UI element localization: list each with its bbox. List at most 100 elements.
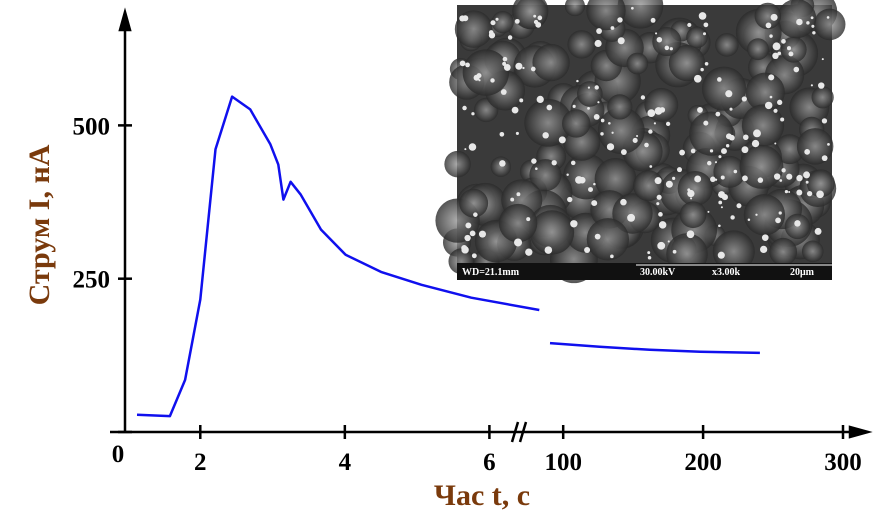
sem-crystal <box>781 168 786 173</box>
sem-crystal <box>686 230 695 239</box>
sem-crystal <box>500 89 507 95</box>
sem-crystal <box>536 95 544 104</box>
sem-crystal <box>465 62 470 68</box>
sem-crystal <box>533 19 539 25</box>
sem-grain <box>677 171 713 207</box>
sem-grain <box>491 11 514 34</box>
sem-grain <box>498 203 538 243</box>
sem-grain <box>490 156 512 177</box>
sem-crystal <box>490 78 495 83</box>
sem-crystal <box>610 26 615 30</box>
sem-crystal <box>591 200 598 207</box>
sem-crystal <box>575 176 583 184</box>
sem-grain <box>780 36 807 63</box>
sem-crystal <box>558 136 566 144</box>
x-axis-title: Час t, c <box>434 479 530 512</box>
sem-crystal <box>588 187 593 193</box>
sem-crystal <box>757 177 764 183</box>
sem-crystal <box>770 13 778 21</box>
sem-crystal <box>473 212 478 217</box>
sem-crystal <box>620 198 627 206</box>
sem-crystal <box>617 17 623 23</box>
sem-crystal <box>471 253 477 259</box>
sem-crystal <box>768 74 775 81</box>
sem-crystal <box>765 22 772 29</box>
sem-crystal <box>676 167 683 173</box>
sem-crystal <box>720 175 725 180</box>
sem-crystal <box>806 190 813 197</box>
sem-crystal <box>821 58 824 61</box>
sem-crystal <box>772 52 779 60</box>
sem-crystal <box>658 221 667 229</box>
sem-crystal <box>707 210 710 213</box>
sem-crystal <box>490 20 496 26</box>
sem-texture <box>435 0 846 284</box>
sem-grain <box>567 30 596 59</box>
sem-grain <box>668 44 706 82</box>
sem-grain <box>529 159 562 192</box>
sem-crystal <box>658 212 663 217</box>
sem-crystal <box>632 137 638 143</box>
sem-crystal <box>594 39 602 48</box>
sem-crystal <box>507 35 513 40</box>
sem-crystal <box>570 220 578 228</box>
sem-crystal <box>721 148 727 155</box>
sem-crystal <box>552 160 557 165</box>
sem-crystal <box>567 196 573 203</box>
sem-grain <box>689 111 734 156</box>
sem-crystal <box>698 12 707 20</box>
sem-info-bar <box>457 263 832 280</box>
sem-grain <box>454 10 493 48</box>
sem-crystal <box>610 254 614 259</box>
sem-crystal <box>644 142 649 148</box>
sem-crystal <box>725 144 730 148</box>
sem-crystal <box>650 17 656 23</box>
sem-crystal <box>656 202 660 206</box>
sem-crystal <box>617 37 625 45</box>
sem-grain <box>644 87 679 122</box>
sem-crystal <box>665 180 673 188</box>
sem-crystal <box>773 173 781 180</box>
sem-grain <box>801 240 824 263</box>
sem-crystal <box>773 108 778 113</box>
x-tick-label: 300 <box>824 449 862 476</box>
sem-crystal <box>804 149 811 155</box>
sem-grain <box>532 43 570 82</box>
sem-grain <box>774 134 805 165</box>
sem-crystal <box>803 171 811 179</box>
sem-grain <box>745 72 785 112</box>
sem-crystal <box>465 222 472 229</box>
sem-crystal <box>653 122 657 125</box>
sem-grain <box>712 230 755 273</box>
sem-crystal <box>821 118 828 124</box>
sem-grain <box>769 237 798 266</box>
sem-crystal <box>741 96 747 102</box>
sem-crystal <box>667 240 670 243</box>
y-tick-label: 0 <box>112 441 125 468</box>
sem-crystal <box>725 90 733 98</box>
sem-crystal <box>694 175 702 183</box>
sem-crystal <box>707 160 712 166</box>
sem-crystal <box>636 134 639 138</box>
data-line <box>549 341 760 355</box>
sem-crystal <box>761 234 769 241</box>
y-tick-label: 500 <box>73 113 111 140</box>
sem-crystal <box>715 111 721 117</box>
sem-crystal <box>753 129 761 138</box>
sem-crystal <box>814 227 822 235</box>
sem-crystal <box>584 246 591 253</box>
sem-crystal <box>693 74 702 83</box>
sem-crystal <box>593 182 596 186</box>
sem-crystal <box>514 238 523 247</box>
sem-crystal <box>720 206 723 209</box>
sem-crystal <box>469 230 476 237</box>
sem-crystal <box>656 36 663 43</box>
sem-grain <box>701 66 747 111</box>
sem-crystal <box>796 174 803 182</box>
sem-crystal <box>510 197 515 202</box>
sem-crystal <box>690 197 693 200</box>
sem-crystal <box>665 121 671 127</box>
sem-grain <box>813 8 846 41</box>
sem-grain <box>743 194 786 236</box>
sem-crystal <box>709 149 714 153</box>
